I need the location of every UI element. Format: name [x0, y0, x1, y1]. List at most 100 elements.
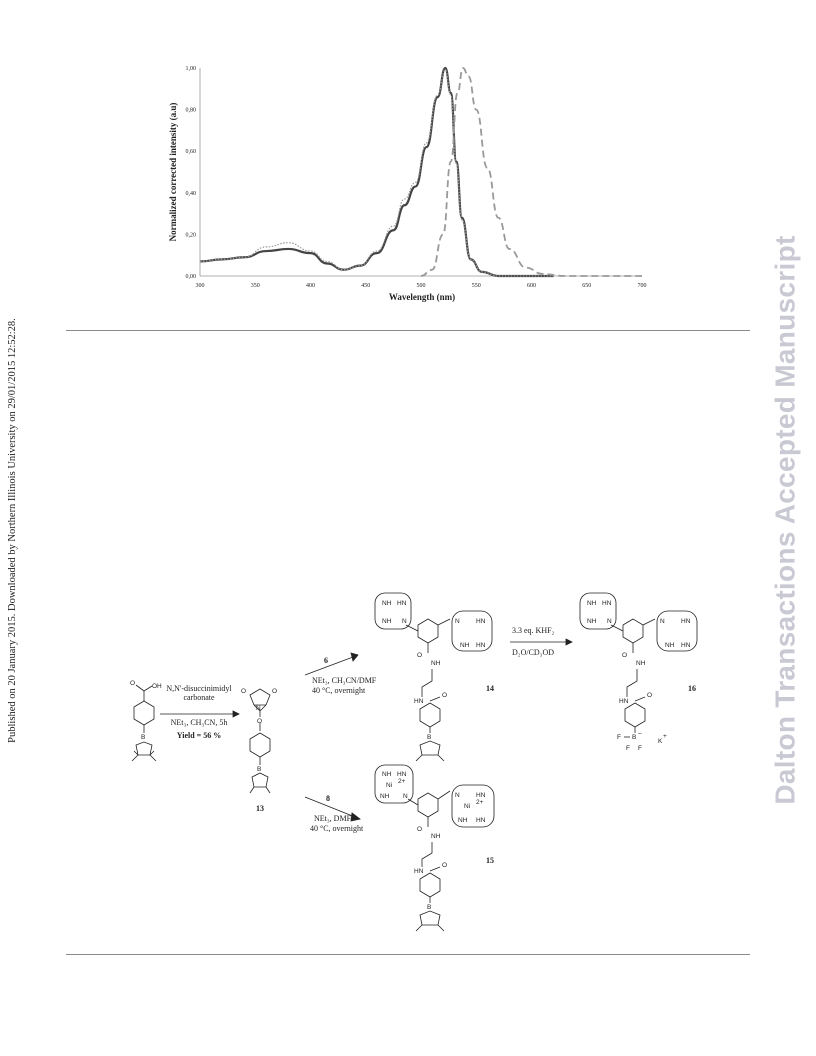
y-tick-label: 0,00 — [186, 274, 197, 280]
x-tick-label: 450 — [361, 283, 370, 289]
amide-nh-14: NH — [431, 660, 441, 667]
cyclam-nh-2: NH — [382, 618, 392, 625]
journal-watermark-text: Dalton Transactions Accepted Manuscript — [770, 235, 802, 805]
imide-o-left-label: O — [241, 688, 246, 695]
compound-16-boron-label: B — [632, 734, 636, 741]
cyclam-n-2: N — [455, 618, 460, 625]
x-tick-labels: 300 350 400 450 500 550 600 650 700 — [196, 283, 647, 289]
compound-14-label: 14 — [486, 684, 494, 693]
arrow-to-14 — [304, 652, 359, 676]
cyclam-hn-1: HN — [397, 600, 407, 607]
ni-cyclam-nh-1: NH — [382, 771, 392, 778]
cyclam16-hn-3: HN — [681, 642, 691, 649]
reagent-8-label: 8 — [326, 794, 330, 803]
x-tick-label: 650 — [582, 283, 591, 289]
ester-o-label: O — [257, 718, 262, 725]
y-tick-label: 1,00 — [186, 66, 197, 72]
x-tick-label: 400 — [306, 283, 315, 289]
compound-14-boron-label: B — [427, 734, 431, 741]
y-tick-label: 0,80 — [186, 108, 197, 114]
potassium-label: K — [658, 738, 663, 745]
conditions-6-line2: 40 °C, overnight — [312, 686, 366, 695]
y-tick-label: 0,20 — [186, 232, 197, 238]
cyclam-nh-1: NH — [382, 600, 392, 607]
ni-cyclam-hn-3: HN — [476, 817, 486, 824]
amide-o-14: O — [417, 652, 422, 659]
conditions-8-line2: 40 °C, overnight — [310, 824, 364, 833]
amide-o2-16: O — [647, 692, 652, 699]
oxo-label: O — [130, 680, 135, 687]
amide-o-16: O — [622, 652, 627, 659]
x-tick-label: 700 — [638, 283, 647, 289]
reagent-6-label: 6 — [324, 656, 328, 665]
amide-hn-14: HN — [414, 698, 424, 705]
cyclam16-hn-1: HN — [602, 600, 612, 607]
arrow-to-15 — [304, 796, 361, 822]
compound-15-label: 15 — [486, 856, 494, 865]
amide-o-15: O — [417, 826, 422, 833]
ni-charge-1: 2+ — [398, 778, 406, 785]
spectrum-series-dotted — [199, 69, 554, 277]
x-tick-label: 550 — [472, 283, 481, 289]
spectrum-series-solid — [199, 66, 554, 278]
compound-13-label: 13 — [256, 804, 264, 813]
cyclam16-n-1: N — [607, 618, 612, 625]
cyclam-hn-2: HN — [476, 618, 486, 625]
step1-conditions: NEt₃, CH₃CN, 5h — [171, 718, 228, 727]
ni-center-2: Ni — [464, 803, 470, 810]
boron-label: B — [141, 734, 145, 741]
y-tick-label: 0,60 — [186, 149, 197, 155]
amide-hn-15: HN — [414, 868, 424, 875]
x-tick-label: 350 — [251, 283, 260, 289]
x-tick-label: 600 — [527, 283, 536, 289]
imide-o-right-label: O — [272, 688, 277, 695]
section-divider-top — [66, 330, 750, 331]
x-tick-label: 300 — [196, 283, 205, 289]
cyclam16-n-2: N — [660, 618, 665, 625]
section-divider-bottom — [66, 954, 750, 955]
x-axis-title: Wavelength (nm) — [389, 292, 455, 302]
step1-arrow — [160, 710, 240, 718]
step1-yield: Yield = 56 % — [177, 731, 221, 740]
cyclam-hn-3: HN — [476, 642, 486, 649]
cyclam-n-1: N — [402, 618, 407, 625]
spectrum-series-dashed — [420, 67, 642, 277]
cyclam-nh-3: NH — [460, 642, 470, 649]
ester-n-label: N — [256, 705, 261, 712]
cyclam16-hn-2: HN — [681, 618, 691, 625]
download-stamp: Published on 20 January 2015. Downloaded… — [2, 40, 22, 1020]
conditions-16-line2: D₂O/CD₃OD — [512, 648, 554, 657]
ni-cyclam-nh-3: NH — [458, 817, 468, 824]
amide-nh-15: NH — [431, 833, 441, 840]
emission-spectrum-chart: 300 350 400 450 500 550 600 650 700 0,00 0,20 0,40… — [168, 66, 647, 302]
x-tick-label: 500 — [417, 283, 426, 289]
step1-reagent-line1: N,N'-disuccinimidyl — [166, 684, 232, 693]
amide-o2-14: O — [442, 692, 447, 699]
compound-16-structure: NH HN NH N N HN NH HN O NH HN O B – F F — [579, 592, 698, 752]
starting-material-structure: O OH B — [130, 680, 162, 762]
hydroxy-label: OH — [152, 683, 162, 690]
cyclam16-nh-2: NH — [587, 618, 597, 625]
amide-hn-16: HN — [619, 698, 629, 705]
cyclam16-nh-3: NH — [665, 642, 675, 649]
ni-cyclam-hn-2: HN — [476, 792, 486, 799]
synthesis-scheme: O OH B N,N'-disuccinimidyl carbonate NEt… — [130, 592, 698, 932]
fluorine-label-3: F — [638, 745, 642, 752]
series-layer — [199, 66, 642, 278]
compound-15-boron-label: B — [427, 904, 431, 911]
potassium-charge: + — [663, 733, 667, 740]
ni-cyclam-nh-2: NH — [380, 793, 390, 800]
step1-reagent-line2: carbonate — [183, 693, 215, 702]
ni-center-1: Ni — [386, 782, 392, 789]
y-tick-label: 0,40 — [186, 191, 197, 197]
y-tick-labels: 0,00 0,20 0,40 0,60 0,80 1,00 — [186, 66, 197, 280]
fluorine-label-1: F — [617, 734, 621, 741]
borate-minus: – — [638, 730, 642, 737]
ni-charge-2: 2+ — [476, 799, 484, 806]
compound-15-structure: NH HN Ni 2+ NH N N HN Ni 2+ NH HN O NH H… — [374, 764, 495, 932]
arrow-to-16 — [510, 638, 573, 646]
amide-nh-16: NH — [636, 660, 646, 667]
ni-cyclam-hn-1: HN — [397, 771, 407, 778]
ni-cyclam-n-2: N — [455, 792, 460, 799]
